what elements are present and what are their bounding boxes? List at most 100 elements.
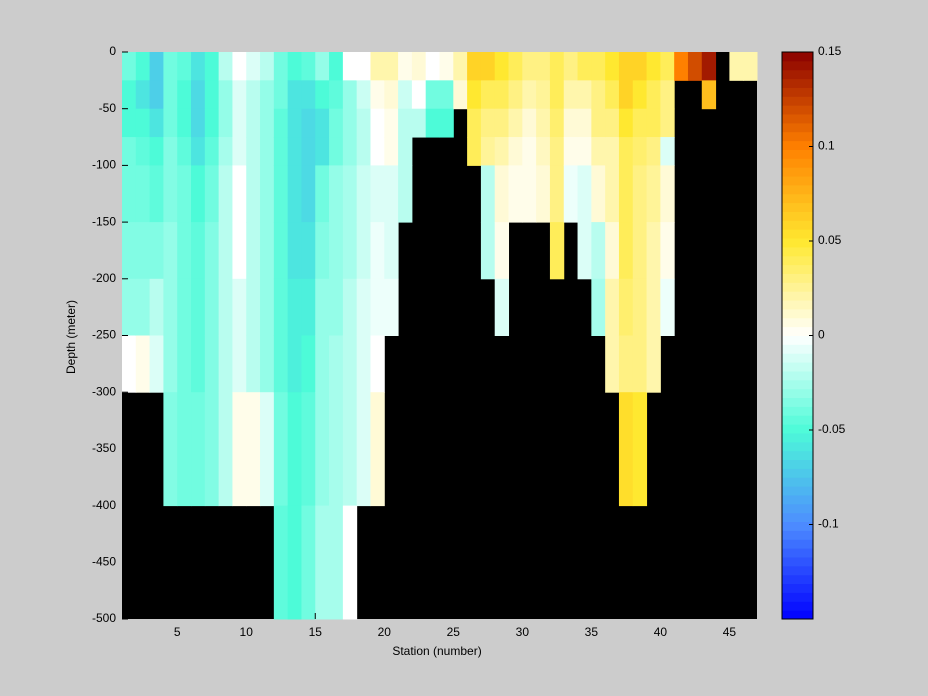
cell: [246, 80, 261, 110]
cell: [591, 108, 606, 138]
cell: [577, 222, 592, 280]
cell: [122, 52, 137, 81]
x-tick-label: 15: [309, 625, 323, 639]
cell: [384, 52, 399, 81]
cell: [315, 222, 330, 280]
cell: [342, 137, 358, 166]
cell: [480, 137, 496, 166]
cell: [618, 165, 634, 223]
cell: [191, 335, 206, 393]
cell: [411, 80, 427, 110]
colorbar-tick-label: 0.05: [818, 233, 842, 247]
cell: [494, 165, 510, 223]
cell: [315, 278, 330, 336]
cell: [743, 52, 758, 81]
x-tick-label: 45: [723, 625, 737, 639]
cell: [398, 52, 413, 81]
cell: [218, 165, 233, 223]
cell: [135, 52, 151, 81]
cell: [177, 80, 192, 110]
cell: [549, 222, 565, 280]
cell: [549, 80, 565, 110]
cell: [563, 52, 579, 81]
cell: [246, 335, 261, 393]
cell: [204, 222, 220, 280]
cell: [204, 392, 220, 507]
y-tick-label: -450: [92, 554, 116, 568]
colorbar-tick-label: -0.05: [818, 422, 846, 436]
colorbar-swatch: [782, 202, 813, 212]
cell: [618, 137, 634, 166]
cell: [370, 52, 385, 81]
cell: [149, 222, 164, 280]
cell: [508, 137, 523, 166]
cell: [356, 137, 371, 166]
cell: [122, 80, 137, 110]
cell: [177, 137, 192, 166]
cell: [701, 80, 717, 110]
cell: [646, 108, 661, 138]
cell: [135, 278, 151, 336]
colorbar-swatch: [782, 583, 813, 593]
cell: [191, 222, 206, 280]
cell: [618, 108, 634, 138]
y-tick-label: -200: [92, 271, 116, 285]
colorbar-tick-label: 0.15: [818, 44, 842, 58]
cell: [260, 137, 275, 166]
cell: [536, 52, 551, 81]
cell: [246, 392, 261, 507]
colorbar-swatch: [782, 592, 813, 602]
cell: [480, 108, 496, 138]
cell: [273, 278, 289, 336]
cell: [342, 52, 358, 81]
colorbar-swatch: [782, 574, 813, 585]
colorbar-swatch: [782, 149, 813, 159]
cell: [191, 278, 206, 336]
y-tick-label: -50: [99, 101, 117, 115]
cell: [370, 108, 385, 138]
cell: [356, 108, 371, 138]
colorbar-swatch: [782, 468, 813, 478]
cell: [342, 108, 358, 138]
cell: [163, 278, 178, 336]
cell: [618, 222, 634, 280]
cell: [522, 108, 537, 138]
cell: [260, 335, 275, 393]
cell: [342, 222, 358, 280]
cell: [549, 108, 565, 138]
cell: [370, 137, 385, 166]
cell: [135, 165, 151, 223]
cell: [191, 80, 206, 110]
cell: [260, 392, 275, 507]
cell: [232, 165, 247, 223]
cell: [287, 108, 302, 138]
colorbar-tick-label: -0.1: [818, 517, 839, 531]
cell: [273, 108, 289, 138]
cell: [329, 392, 344, 507]
cell: [549, 165, 565, 223]
cell: [591, 278, 606, 336]
cell: [453, 80, 468, 110]
cell: [632, 165, 648, 223]
cell: [494, 278, 510, 336]
colorbar-swatch: [782, 255, 813, 266]
cell: [315, 505, 330, 620]
cell: [246, 222, 261, 280]
cell: [563, 80, 579, 110]
x-axis-label: Station (number): [392, 644, 481, 658]
cell: [301, 108, 316, 138]
cell: [301, 137, 316, 166]
cell: [191, 108, 206, 138]
colorbar-swatch: [782, 176, 813, 186]
cell: [660, 222, 675, 280]
y-axis-label: Depth (meter): [64, 300, 78, 374]
cell: [577, 108, 592, 138]
x-tick-label: 10: [240, 625, 254, 639]
cell: [246, 278, 261, 336]
colorbar-swatch: [782, 238, 813, 248]
colorbar-swatch: [782, 406, 813, 416]
cell: [301, 165, 316, 223]
y-tick-label: -300: [92, 384, 116, 398]
